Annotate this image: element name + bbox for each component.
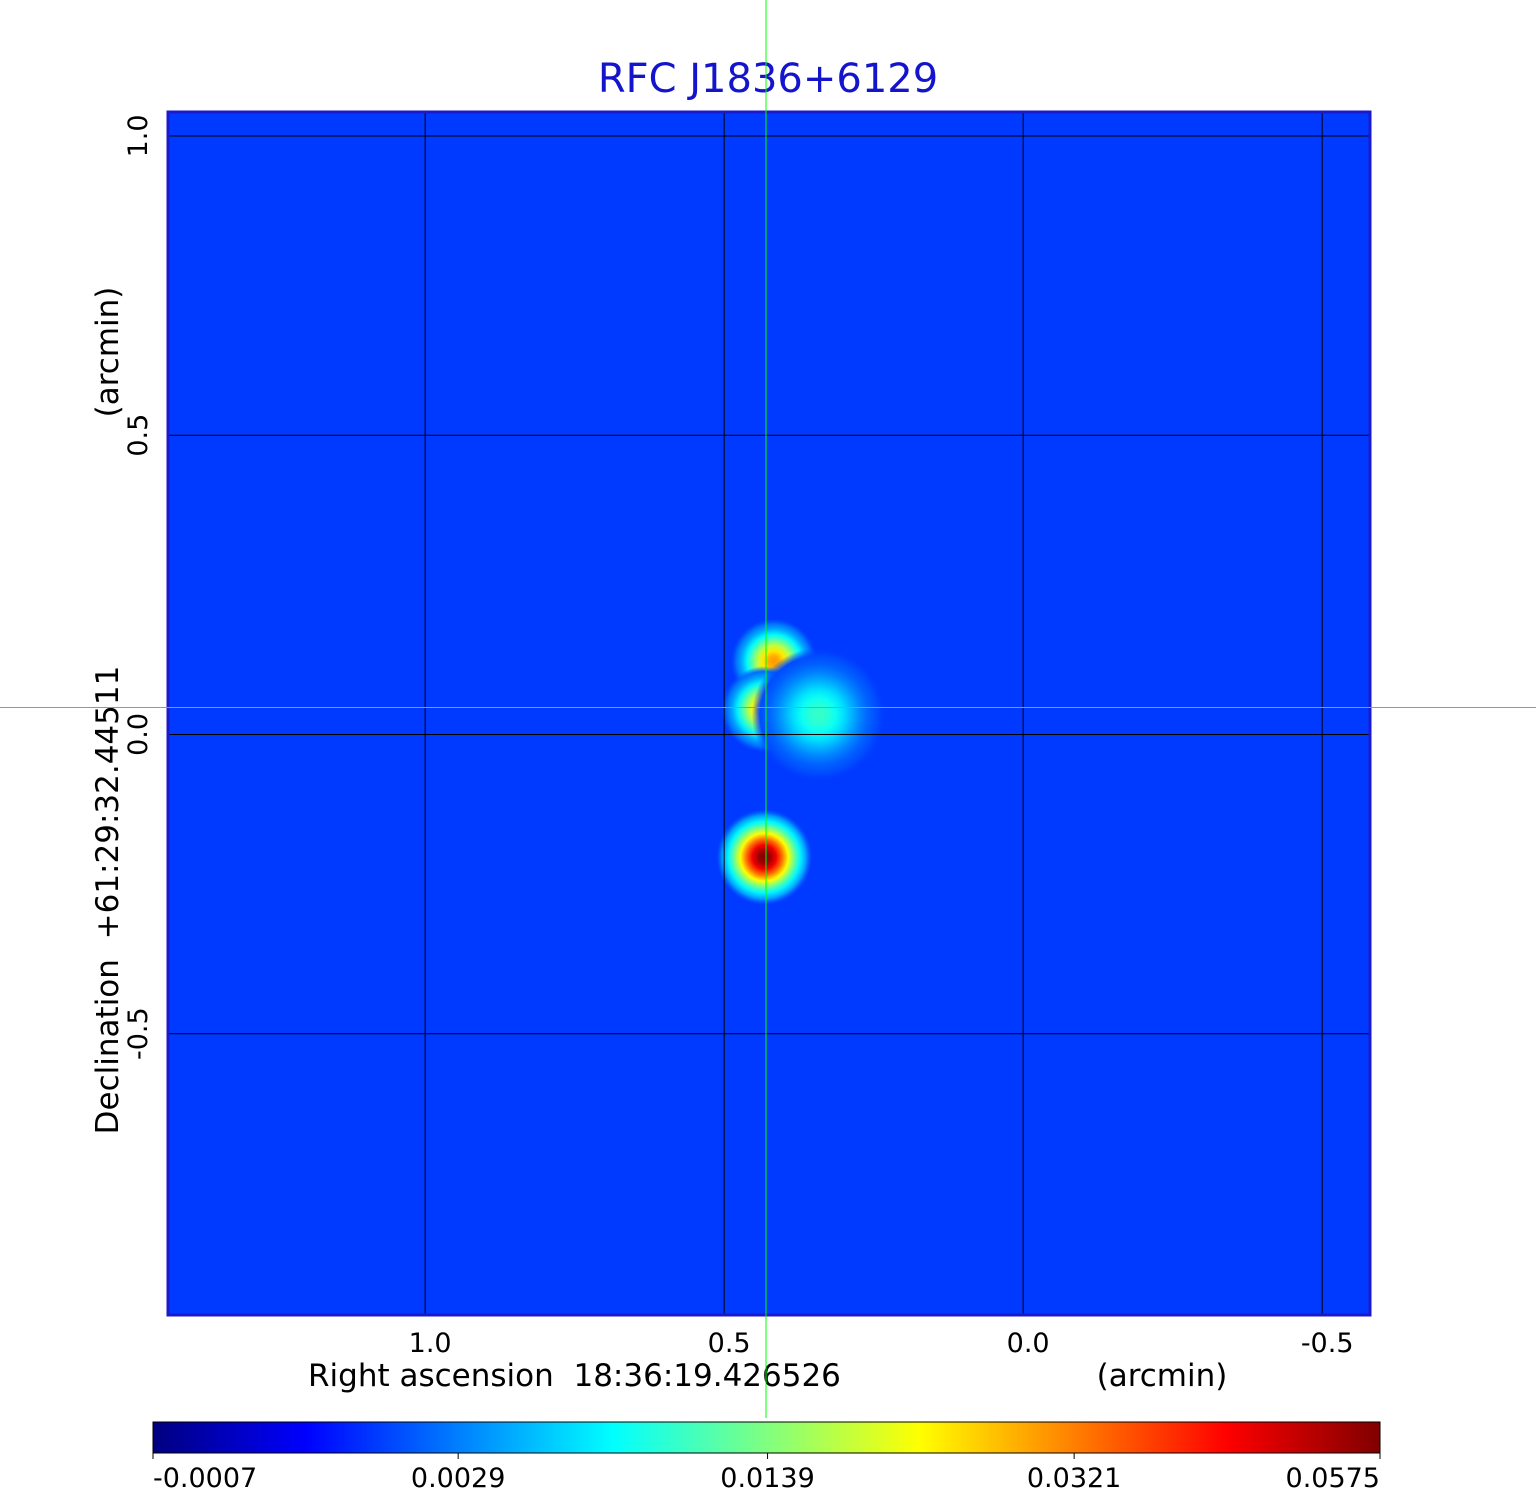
x-axis-unit: (arcmin) [1097, 1358, 1228, 1394]
y-tick-label: 1.0 [123, 114, 154, 157]
y-tick-label: -0.5 [123, 1007, 154, 1060]
colorbar [152, 1421, 1381, 1454]
colorbar-tick-label: 0.0575 [1286, 1463, 1380, 1494]
x-tick-label: -0.5 [1301, 1328, 1354, 1359]
x-tick-label: 0.5 [708, 1328, 751, 1359]
y-tick-label: 0.5 [123, 414, 154, 457]
colorbar-tick-label: 0.0139 [720, 1463, 814, 1494]
x-tick-label: 0.0 [1007, 1328, 1050, 1359]
colorbar-tick-label: 0.0029 [411, 1463, 505, 1494]
y-axis-unit: (arcmin) [90, 287, 126, 418]
radio-source [751, 647, 886, 782]
x-axis-label: Right ascension 18:36:19.426526 [308, 1358, 841, 1394]
x-tick-label: 1.0 [409, 1328, 452, 1359]
colorbar-tick-label: -0.0007 [153, 1463, 257, 1494]
colorbar-tick-label: 0.0321 [1027, 1463, 1121, 1494]
plot-frame [166, 110, 1372, 1317]
y-axis-label: Declination +61:29:32.44511 [90, 666, 126, 1135]
radio-source [716, 809, 813, 905]
y-tick-label: 0.0 [123, 713, 154, 756]
chart-title: RFC J1836+6129 [598, 56, 938, 102]
